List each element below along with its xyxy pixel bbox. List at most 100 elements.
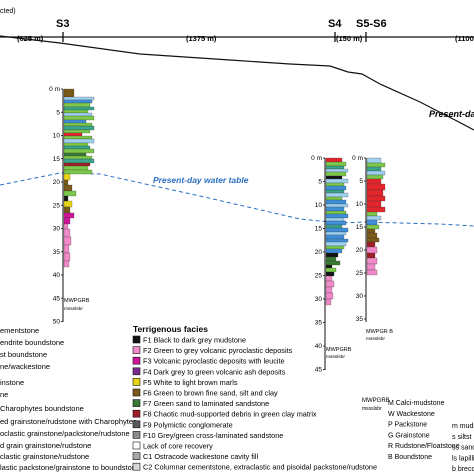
facies-bed [63, 129, 91, 134]
carbonate-legend-item: st boundstone [0, 350, 47, 359]
facies-bed [63, 184, 73, 192]
carbonate-legend-item: ed grainstone/rudstone with Charophytes [0, 417, 137, 426]
terrigenous-legend-title: Terrigenous facies [133, 324, 208, 334]
facies-bed [366, 162, 386, 168]
depth-tick-label: 30 [53, 226, 61, 233]
depth-tick-label: 10 [315, 202, 323, 209]
depth-tick-label: 20 [315, 249, 323, 256]
log-s3-depth-ticks: 0 m 5 10 15 20 25 30 35 40 45 50 [49, 86, 63, 326]
log-s3-grain-key-sub: mssslsbr [64, 306, 83, 312]
terrigenous-legend-swatch [132, 335, 141, 344]
facies-bed [63, 236, 72, 246]
depth-tick-label: 0 m [311, 155, 322, 162]
terrigenous-legend-swatch [132, 420, 141, 429]
facies-bed [325, 217, 345, 222]
facies-bed [63, 165, 89, 171]
terrigenous-legend-label: F9 Polymictic conglomerate [143, 420, 233, 429]
facies-bed [63, 162, 91, 167]
grain-key-entry: s siltst [452, 434, 472, 441]
log-s5s6-grain-key: MWPGR B [366, 329, 393, 335]
terrigenous-legend-swatch [132, 388, 141, 397]
core-log-s3: 0 m 5 10 15 20 25 30 35 40 45 50 MWPGRB mssslsbr [49, 86, 95, 326]
facies-bed [63, 148, 95, 154]
facies-bed [325, 234, 345, 240]
log-s4-depth-ticks: 0 m 5 10 15 20 25 30 35 40 45 [311, 155, 325, 374]
depth-tick-label: 10 [53, 133, 61, 140]
depth-tick-label: 45 [315, 367, 323, 374]
facies-bed [63, 132, 83, 137]
facies-bed [63, 96, 95, 101]
facies-bed [325, 271, 335, 277]
terrigenous-legend-label: C2 Columnar cementstone, extraclastic an… [143, 463, 377, 472]
facies-bed [366, 263, 376, 271]
facies-bed [63, 106, 95, 111]
facies-bed [63, 152, 87, 157]
grain-key-entry: ls lapilli [452, 455, 474, 462]
core-log-s5-s6: 0 m 5 10 15 20 25 30 35 MWPGR B mssslsbr [352, 155, 393, 342]
facies-bed [63, 200, 73, 208]
facies-bed [325, 175, 343, 180]
facies-bed [63, 195, 69, 202]
facies-bed [366, 219, 378, 226]
depth-tick-label: 10 [356, 201, 364, 208]
terrigenous-legend-label: F1 Black to dark grey mudstone [143, 336, 246, 345]
depth-tick-label: 15 [315, 226, 323, 233]
grain-size-scale: MWPGRB [362, 398, 390, 404]
log-s4-beds [325, 157, 349, 306]
carbonate-facies-legend: ementstone endrite boundstone st boundst… [0, 326, 140, 472]
facies-bed [366, 252, 376, 259]
terrigenous-legend-swatch [132, 346, 141, 354]
depth-tick-label: 35 [53, 249, 61, 256]
facies-bed [325, 286, 333, 294]
terrigenous-legend-label: F4 Dark grey to green volcanic ash depos… [143, 367, 286, 376]
terrigenous-legend-swatch [132, 356, 141, 365]
carbonate-legend-item: clastic grainstone/rudstone [0, 452, 89, 461]
facies-bed [63, 109, 89, 114]
present-day-surface-label: Present-day [429, 109, 474, 119]
facies-bed [366, 232, 378, 239]
facies-bed [63, 112, 93, 117]
depth-tick-label: 0 m [49, 86, 60, 93]
facies-bed [63, 122, 93, 127]
facies-bed [325, 171, 347, 177]
facies-bed [325, 252, 339, 258]
facies-bed [366, 224, 380, 230]
terrigenous-facies-legend: Terrigenous facies F1 Black to dark grey… [132, 324, 377, 472]
facies-bed [63, 190, 77, 197]
facies-bed [325, 256, 337, 262]
depth-tick-label: 40 [53, 272, 61, 279]
grain-size-scale-sub: mssslsbr [362, 406, 382, 412]
facies-bed [63, 228, 71, 238]
station-label-s5s6: S5-S6 [356, 18, 387, 30]
depth-tick-label: 5 [359, 178, 363, 185]
facies-bed [325, 192, 349, 198]
facies-bed [366, 257, 378, 265]
facies-bed [325, 161, 347, 167]
facies-bed [63, 102, 91, 108]
facies-bed [366, 228, 376, 234]
facies-bed [325, 260, 341, 266]
facies-bed [63, 206, 71, 214]
terrigenous-legend-label: F6 Green to brown fine sand, silt and cl… [143, 389, 278, 398]
facies-bed [63, 158, 95, 164]
facies-bed [325, 189, 345, 194]
facies-bed [325, 182, 345, 187]
facies-bed [325, 206, 345, 212]
facies-bed [63, 252, 71, 262]
terrigenous-legend-label: C1 Ostracode wackestone cavity fill [143, 452, 259, 461]
depth-tick-label: 15 [53, 156, 61, 163]
facies-bed [366, 200, 382, 208]
terrigenous-legend-swatch [132, 452, 141, 460]
grain-key-entry: P Packstone [388, 422, 427, 429]
terrigenous-legend-label: F2 Green to grey volcanic pyroclastic de… [143, 346, 293, 355]
facies-bed [325, 165, 345, 170]
log-s4-grain-key-sub: mssslsbr [326, 354, 345, 360]
facies-bed [63, 169, 93, 175]
depth-tick-label: 5 [56, 109, 60, 116]
facies-bed [325, 275, 333, 282]
facies-bed [366, 166, 382, 172]
log-s5s6-depth-ticks: 0 m 5 10 15 20 25 30 35 [352, 155, 366, 323]
facies-bed [63, 145, 91, 150]
depth-tick-label: 20 [356, 247, 364, 254]
